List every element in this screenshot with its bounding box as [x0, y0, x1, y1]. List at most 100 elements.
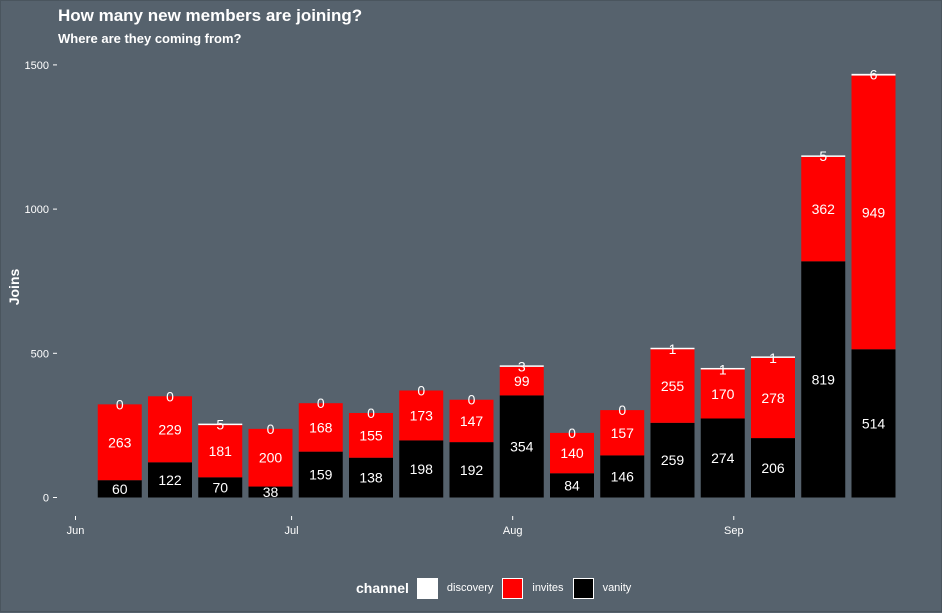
bar-vanity [751, 438, 795, 498]
data-label-vanity: 206 [761, 460, 785, 476]
data-label-invites: 949 [862, 204, 886, 220]
data-label-discovery: 0 [468, 392, 476, 408]
data-label-vanity: 192 [460, 462, 484, 478]
bar-vanity [550, 473, 594, 498]
data-label-discovery: 0 [417, 383, 425, 399]
y-tick-label: 500 [31, 348, 49, 360]
legend-swatch-invites [502, 577, 524, 599]
bar-invites [600, 410, 645, 456]
data-label-vanity: 146 [611, 468, 635, 484]
x-tick-label: Jun [67, 525, 85, 537]
bar-vanity [97, 480, 142, 498]
bar-discovery [801, 155, 846, 157]
bar-discovery [650, 347, 695, 350]
data-label-discovery: 0 [367, 405, 375, 421]
data-label-invites: 147 [460, 413, 484, 429]
data-label-invites: 155 [359, 427, 383, 443]
x-tick-label: Sep [724, 525, 744, 537]
bar-invites [399, 390, 444, 441]
legend-label-invites: invites [532, 582, 564, 594]
bar-vanity [801, 261, 846, 498]
bar-discovery [499, 365, 544, 367]
data-label-invites: 140 [560, 445, 584, 461]
data-label-vanity: 514 [862, 415, 886, 431]
y-tick-label: 0 [43, 493, 49, 505]
data-label-vanity: 819 [812, 371, 836, 387]
y-tick-label: 1000 [25, 204, 49, 216]
bar-vanity [449, 442, 494, 498]
bar-invites [198, 425, 243, 478]
data-label-vanity: 274 [711, 450, 735, 466]
legend-swatch-discovery [416, 577, 438, 599]
data-label-discovery: 0 [267, 421, 275, 437]
data-label-invites: 200 [259, 450, 283, 466]
data-label-vanity: 70 [212, 479, 228, 495]
bar-vanity [851, 349, 896, 498]
data-label-discovery: 6 [870, 67, 878, 83]
data-label-invites: 168 [309, 419, 333, 435]
y-axis-title: Joins [6, 269, 22, 306]
bar-invites [650, 349, 695, 423]
data-label-invites: 278 [761, 390, 785, 406]
data-label-invites: 173 [410, 407, 434, 423]
legend-item-invites: invites [502, 577, 564, 599]
bar-invites [751, 357, 795, 439]
data-label-vanity: 38 [263, 484, 279, 500]
data-label-invites: 255 [661, 378, 685, 394]
chart-title: How many new members are joining? [58, 6, 363, 25]
data-label-discovery: 1 [719, 361, 727, 377]
y-tick-label: 1500 [25, 60, 49, 72]
data-label-invites: 170 [711, 386, 735, 402]
bar-invites [97, 404, 142, 481]
data-label-vanity: 159 [309, 467, 333, 483]
legend-item-vanity: vanity [572, 577, 632, 599]
data-label-invites: 362 [812, 201, 836, 217]
bar-vanity [600, 455, 645, 498]
bar-discovery [751, 356, 795, 358]
bar-invites [298, 403, 343, 452]
data-label-invites: 181 [209, 443, 233, 459]
data-label-invites: 263 [108, 434, 132, 450]
bar-invites [449, 399, 494, 443]
data-label-vanity: 122 [158, 472, 182, 488]
data-label-discovery: 1 [769, 350, 777, 366]
legend: channel discovery invites vanity [356, 576, 640, 600]
data-label-discovery: 5 [819, 148, 827, 164]
bar-discovery [851, 73, 896, 76]
data-label-discovery: 1 [669, 341, 677, 357]
data-label-vanity: 84 [564, 477, 580, 493]
legend-label-vanity: vanity [602, 582, 632, 594]
bar-discovery [700, 367, 745, 370]
data-label-discovery: 0 [317, 395, 325, 411]
data-label-discovery: 5 [216, 416, 224, 432]
bar-invites [700, 369, 745, 419]
bar-invites [148, 396, 192, 463]
data-label-vanity: 259 [661, 452, 685, 468]
x-tick-label: Jul [285, 525, 299, 537]
data-label-discovery: 0 [166, 388, 174, 404]
legend-label-discovery: discovery [446, 582, 494, 594]
legend-item-discovery: discovery [416, 577, 494, 599]
data-label-invites: 99 [514, 373, 530, 389]
bar-invites [801, 156, 846, 262]
data-label-discovery: 0 [618, 402, 626, 418]
bar-vanity [700, 418, 745, 498]
data-label-discovery: 0 [116, 396, 124, 412]
bar-vanity [650, 422, 695, 498]
data-label-vanity: 138 [359, 470, 383, 486]
data-label-discovery: 3 [518, 358, 526, 374]
bar-invites [550, 432, 594, 474]
bar-invites [851, 75, 896, 350]
data-label-vanity: 60 [112, 481, 128, 497]
legend-swatch-vanity [572, 577, 594, 599]
data-label-discovery: 0 [568, 425, 576, 441]
bar-vanity [298, 451, 343, 498]
data-label-invites: 157 [611, 425, 635, 441]
bar-vanity [499, 395, 544, 498]
bar-invites [248, 428, 293, 487]
bar-vanity [198, 477, 243, 498]
bar-invites [499, 366, 544, 396]
chart-subtitle: Where are they coming from? [58, 31, 242, 46]
